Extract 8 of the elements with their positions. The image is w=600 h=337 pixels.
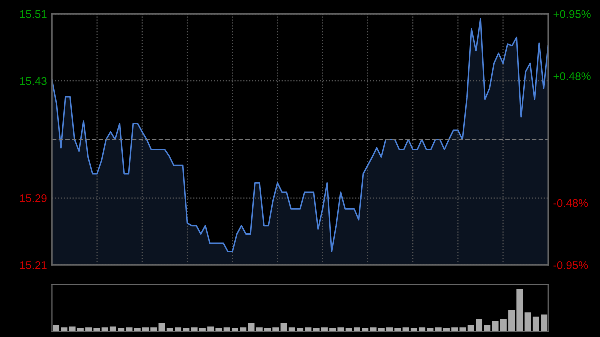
- y-tick-label: 15.51: [20, 10, 47, 18]
- y2-tick-label: +0.48%: [554, 72, 591, 80]
- y-tick-label: 15.29: [20, 194, 47, 202]
- y2-tick-label: -0.48%: [554, 199, 588, 208]
- y-tick-label: 15.21: [20, 261, 47, 270]
- y2-tick-label: -0.95%: [554, 261, 588, 270]
- y2-tick-label: +0.95%: [554, 10, 591, 18]
- y-tick-label: 15.43: [20, 77, 47, 86]
